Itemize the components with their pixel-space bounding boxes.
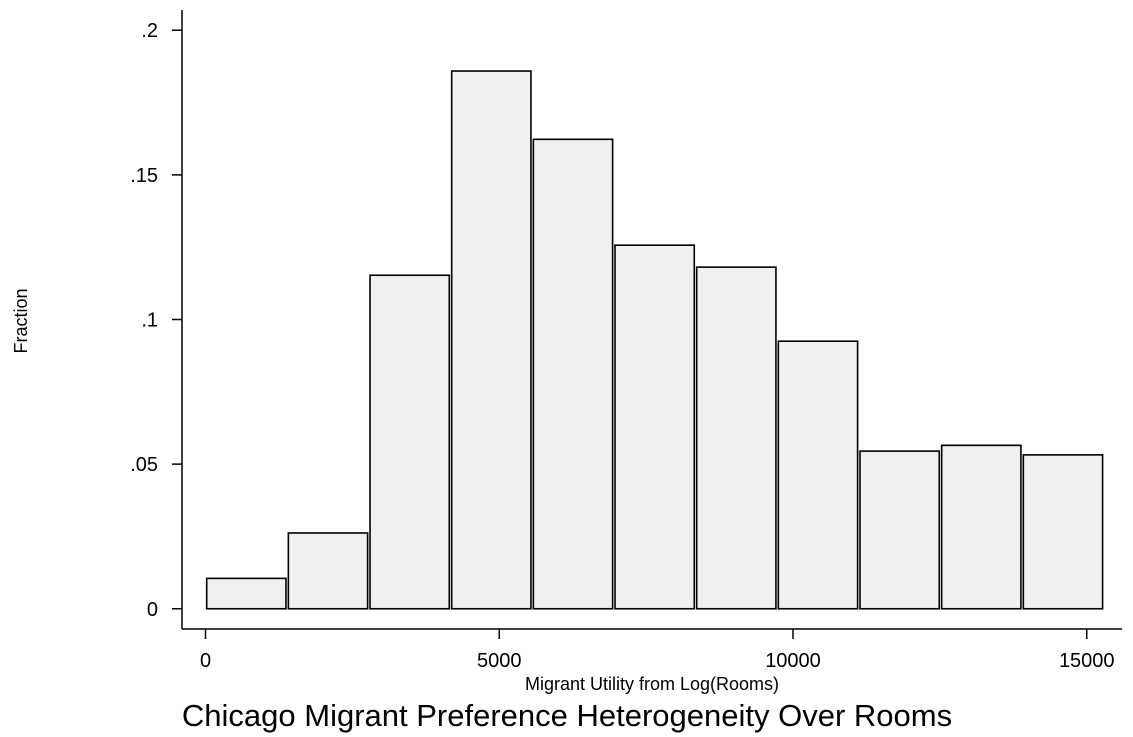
y-tick-label: 0 <box>147 599 158 621</box>
x-ticks-group: 0 5000 10000 15000 <box>200 629 1115 672</box>
histogram-bar <box>695 266 777 610</box>
histogram-bar <box>614 244 696 610</box>
histogram-bar <box>205 577 287 610</box>
histogram-bar <box>940 444 1022 610</box>
x-tick-label: 5000 <box>477 650 522 672</box>
y-tick-label: .15 <box>130 165 158 187</box>
y-tick-label: .1 <box>141 310 158 332</box>
histogram-bar <box>1022 454 1104 610</box>
y-tick-label: .2 <box>141 20 158 42</box>
y-tick-label: .05 <box>130 454 158 476</box>
x-tick-label: 15000 <box>1059 650 1115 672</box>
histogram-bar <box>450 70 532 610</box>
histogram-bar <box>532 138 614 610</box>
x-tick-label: 10000 <box>765 650 821 672</box>
bars-group <box>205 70 1104 610</box>
histogram-bar <box>859 450 941 610</box>
histogram-bar <box>287 532 369 610</box>
histogram-bar <box>369 274 451 610</box>
y-ticks-group: 0 .05 .1 .15 .2 <box>130 20 182 621</box>
chart-title: Chicago Migrant Preference Heterogeneity… <box>182 698 952 733</box>
x-axis-title: Migrant Utility from Log(Rooms) <box>525 674 779 694</box>
x-tick-label: 0 <box>200 650 211 672</box>
y-axis-title: Fraction <box>11 288 31 353</box>
histogram-bar <box>777 340 859 610</box>
